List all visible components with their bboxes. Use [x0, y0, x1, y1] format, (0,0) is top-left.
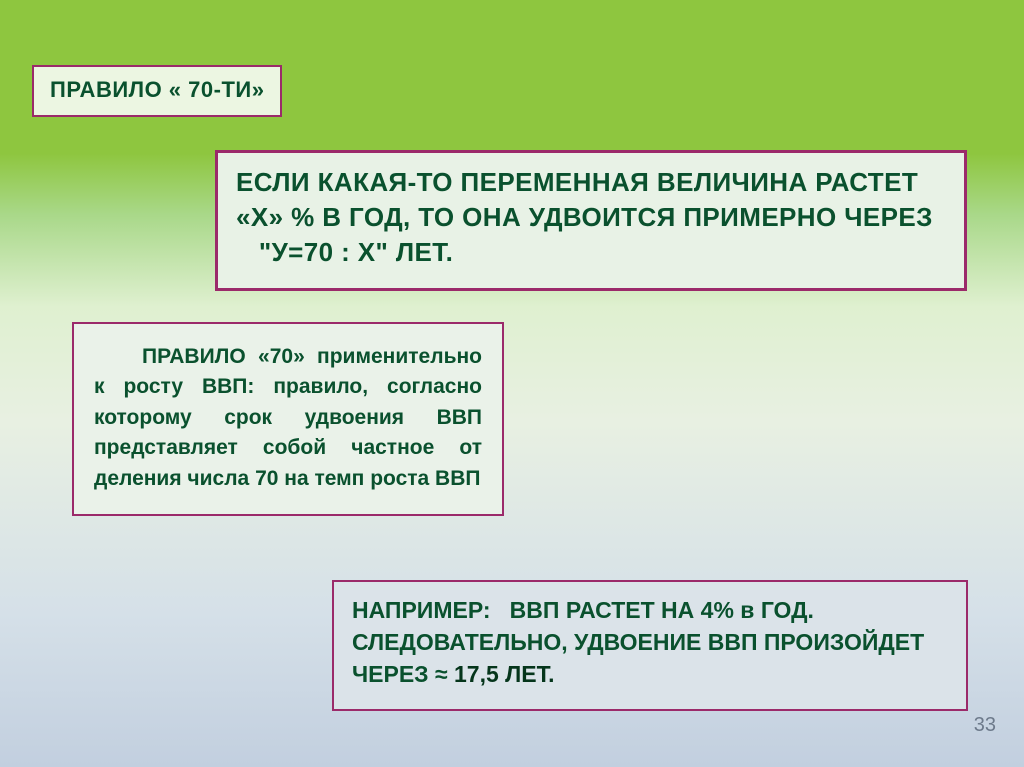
example-text: НАПРИМЕР: ВВП РАСТЕТ НА 4% в ГОД. СЛЕДОВ… — [352, 594, 948, 691]
gdp-rule-text: ПРАВИЛО «70» применительно к росту ВВП: … — [94, 342, 482, 494]
example-bold-value: 17,5 ЛЕТ. — [454, 661, 554, 687]
page-number: 33 — [974, 714, 996, 737]
gdp-rule-box: ПРАВИЛО «70» применительно к росту ВВП: … — [72, 322, 504, 516]
main-rule-text: ЕСЛИ КАКАЯ-ТО ПЕРЕМЕННАЯ ВЕЛИЧИНА РАСТЕТ… — [236, 165, 946, 270]
main-rule-box: ЕСЛИ КАКАЯ-ТО ПЕРЕМЕННАЯ ВЕЛИЧИНА РАСТЕТ… — [215, 150, 967, 291]
example-box: НАПРИМЕР: ВВП РАСТЕТ НА 4% в ГОД. СЛЕДОВ… — [332, 580, 968, 711]
example-prefix: НАПРИМЕР: ВВП РАСТЕТ НА 4% в ГОД. СЛЕДОВ… — [352, 597, 924, 687]
title-box: ПРАВИЛО « 70-ТИ» — [32, 65, 282, 117]
title-text: ПРАВИЛО « 70-ТИ» — [50, 77, 264, 103]
slide-inner-frame: ПРАВИЛО « 70-ТИ» ЕСЛИ КАКАЯ-ТО ПЕРЕМЕННА… — [10, 10, 1014, 757]
slide-container: ПРАВИЛО « 70-ТИ» ЕСЛИ КАКАЯ-ТО ПЕРЕМЕННА… — [0, 0, 1024, 767]
